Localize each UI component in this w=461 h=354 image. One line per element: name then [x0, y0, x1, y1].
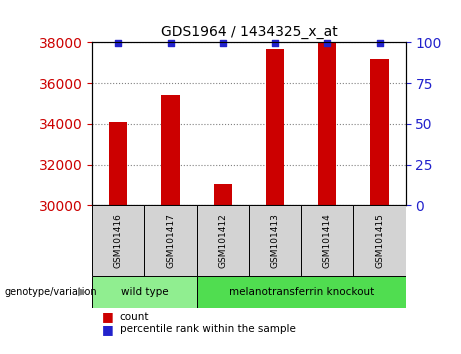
Bar — [249, 205, 301, 276]
Bar — [197, 205, 249, 276]
Point — [272, 41, 279, 46]
Bar — [371, 59, 389, 205]
Bar — [266, 48, 284, 205]
Text: count: count — [120, 312, 149, 322]
Text: ▶: ▶ — [78, 287, 87, 297]
Bar — [197, 276, 406, 308]
Bar — [144, 205, 197, 276]
Text: GSM101412: GSM101412 — [219, 213, 227, 268]
Bar — [161, 95, 180, 205]
Bar — [109, 122, 127, 205]
Text: ■: ■ — [101, 323, 113, 336]
Bar — [318, 44, 337, 205]
Bar — [92, 205, 144, 276]
Bar — [301, 205, 354, 276]
Bar — [354, 205, 406, 276]
Text: melanotransferrin knockout: melanotransferrin knockout — [229, 287, 374, 297]
Bar — [213, 184, 232, 205]
Text: GSM101414: GSM101414 — [323, 213, 332, 268]
Title: GDS1964 / 1434325_x_at: GDS1964 / 1434325_x_at — [160, 25, 337, 39]
Point — [167, 41, 174, 46]
Text: GSM101417: GSM101417 — [166, 213, 175, 268]
Text: GSM101415: GSM101415 — [375, 213, 384, 268]
Text: ■: ■ — [101, 310, 113, 323]
Text: wild type: wild type — [121, 287, 168, 297]
Point — [219, 41, 226, 46]
Text: GSM101413: GSM101413 — [271, 213, 279, 268]
Text: GSM101416: GSM101416 — [114, 213, 123, 268]
Text: percentile rank within the sample: percentile rank within the sample — [120, 324, 296, 334]
Bar — [92, 276, 197, 308]
Point — [376, 41, 383, 46]
Point — [115, 41, 122, 46]
Point — [324, 41, 331, 46]
Text: genotype/variation: genotype/variation — [5, 287, 97, 297]
